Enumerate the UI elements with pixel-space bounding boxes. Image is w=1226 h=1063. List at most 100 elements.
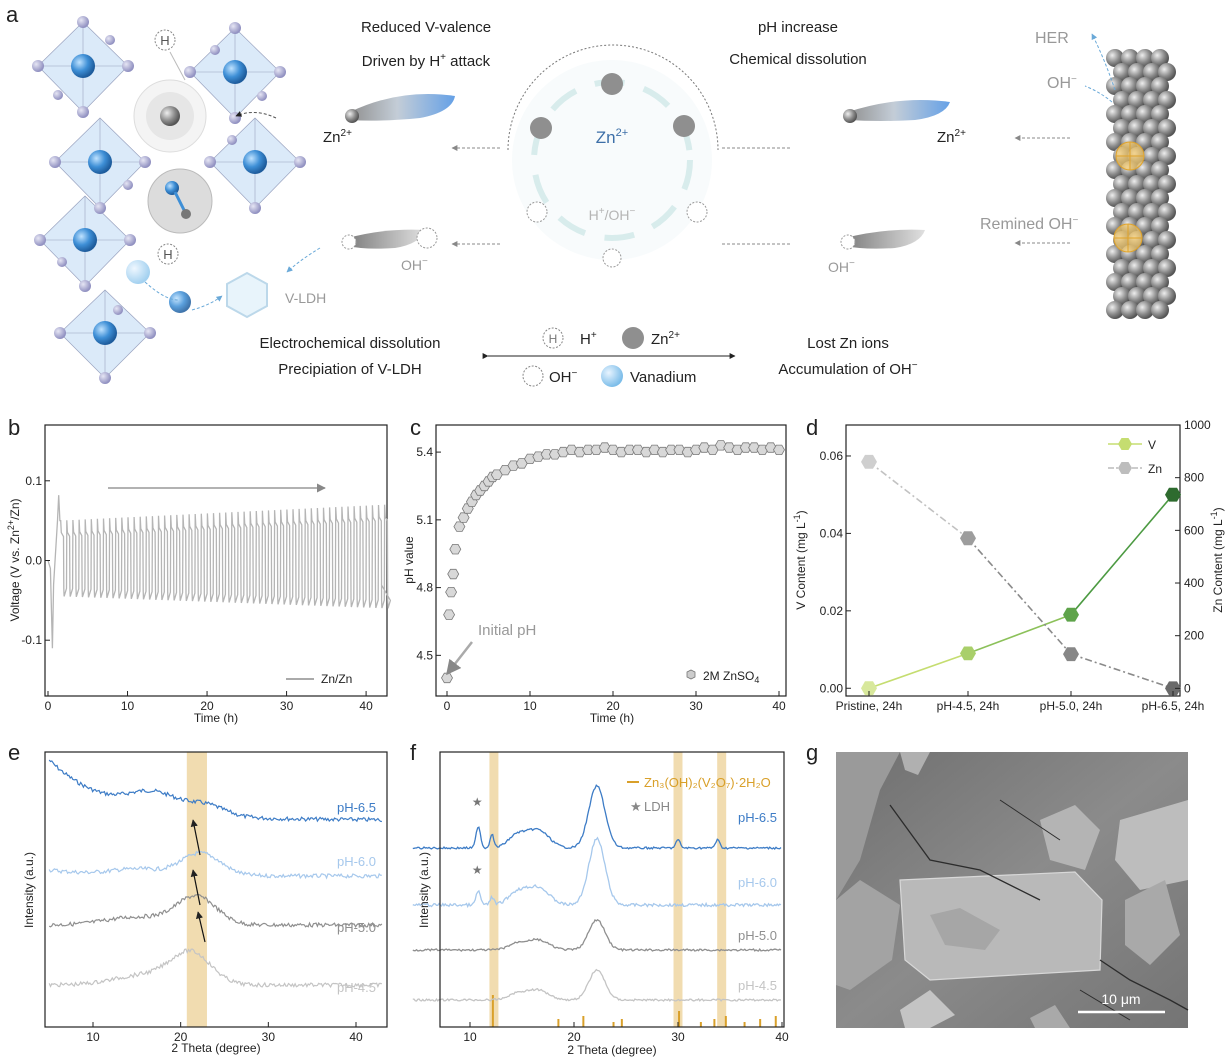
x-tick-label: 30 (671, 1030, 685, 1044)
label-reduced-v-valence: Reduced V-valence (361, 19, 491, 36)
zn-atom (1106, 273, 1124, 291)
zn-atom (1151, 189, 1169, 207)
zn-atom (1128, 287, 1146, 305)
series-pH-5.0 (412, 918, 782, 953)
legend-oh-icon (522, 365, 544, 387)
zn-streak-right: Zn2+ (843, 99, 966, 146)
legend-zn-icon (622, 327, 644, 349)
cycle-zn-label: Zn2+ (596, 127, 628, 147)
data-point (445, 587, 458, 598)
h-atom-label-2: H (163, 247, 172, 262)
panel-g-sem-image: g 10 μm (806, 740, 1189, 1028)
x-tick-label: 20 (200, 699, 214, 713)
series-label: pH-6.5 (738, 810, 777, 825)
zn-atom (1106, 189, 1124, 207)
zn-atom (1121, 77, 1139, 95)
h-atom-label: H (160, 33, 169, 48)
zn-atom (1158, 259, 1176, 277)
zn-atom (1151, 105, 1169, 123)
zn-atom (1106, 77, 1124, 95)
panel-b: b 0 10 20 30 40 -0.1 0.0 0.1 Zn/Zn Time (h) Vol… (6, 415, 392, 725)
zn-atom (1128, 91, 1146, 109)
legend-zn-label-d: Zn (1148, 462, 1162, 476)
v-ldh-label: V-LDH (285, 290, 326, 306)
series-pH-6.5 (48, 759, 382, 823)
zn-atom (1158, 231, 1176, 249)
panel-d-legend: V Zn (1108, 438, 1162, 476)
zn-atom (1113, 63, 1131, 81)
zn-atom (1143, 91, 1161, 109)
zn-atom (1158, 119, 1176, 137)
zn-atom (1151, 161, 1169, 179)
label-precipitation-vldh: Precipiation of V-LDH (278, 361, 421, 378)
v-point (861, 681, 877, 696)
legend-znso4-label: 2M ZnSO4 (703, 669, 759, 685)
series-pH-6.0 (48, 850, 382, 880)
zn-atom (1136, 105, 1154, 123)
panel-letter-d: d (806, 415, 818, 440)
series-label: pH-6.5 (337, 800, 376, 815)
v-ldh-hexagon-icon (226, 271, 268, 319)
initial-ph-arrow (446, 641, 473, 676)
oh-top-label: OH− (1047, 74, 1077, 92)
label-accumulation-oh: Accumulation of OH− (778, 360, 917, 378)
highlight-band (717, 752, 727, 1027)
zn-atom (1121, 189, 1139, 207)
zn-atom (1136, 245, 1154, 263)
zn-atom (1136, 77, 1154, 95)
legend-zn-label: Zn2+ (651, 330, 680, 348)
zn-atom (1113, 203, 1131, 221)
peak-shift-arrow (195, 911, 206, 943)
zn-atom (1113, 91, 1131, 109)
y2-tick-label: 0 (1184, 681, 1191, 695)
y2-tick-label: 200 (1184, 629, 1204, 643)
series-pH-5.0 (48, 893, 383, 929)
v-point (1063, 607, 1079, 622)
x-category-label: pH-6.5, 24h (1142, 699, 1205, 713)
zn-atom (1158, 175, 1176, 193)
v-point (1165, 487, 1181, 502)
x-tick-label: 30 (689, 699, 703, 713)
panel-letter-f: f (410, 740, 417, 765)
x-tick-label: 20 (606, 699, 620, 713)
zn-atom (1106, 301, 1124, 319)
zn-point (960, 531, 976, 546)
y2-tick-label: 1000 (1184, 418, 1211, 432)
zn-atom (1128, 63, 1146, 81)
zn-atom (1106, 49, 1124, 67)
zn-atom (1136, 273, 1154, 291)
crystal-structure-illustration: H H V-LDH (32, 16, 326, 384)
initial-ph-annotation: Initial pH (478, 622, 536, 639)
series-pH-4.5 (412, 968, 782, 1002)
legend-h-symbol: H (549, 332, 558, 346)
data-point (739, 442, 752, 453)
y-tick-label: 0.1 (25, 474, 42, 488)
panel-c: c 0 10 20 30 40 4.5 4.8 5.1 5.4 Initial pH 2M Zn… (402, 415, 787, 725)
panel-a: a (6, 2, 1176, 387)
ldh-star-marker: ★ (472, 795, 483, 809)
b-y-axis-label: Voltage (V vs. Zn2+/Zn) (6, 499, 22, 622)
y2-tick-label: 800 (1184, 471, 1204, 485)
panel-f: f pH-6.5 pH-6.0 pH-5.0 pH-4.5 ★ ★ 10 20 30 40 Zn… (410, 740, 789, 1057)
zn2-label-left: Zn2+ (323, 128, 352, 146)
x-category-label: pH-5.0, 24h (1040, 699, 1103, 713)
x-tick-label: 40 (772, 699, 786, 713)
y-tick-label: 0.00 (820, 681, 844, 695)
x-tick-label: 30 (280, 699, 294, 713)
panel-a-legend: H H+ Zn2+ OH− Vanadium (522, 327, 696, 387)
remined-oh-label: Remined OH− (980, 215, 1078, 233)
legend-h-label: H+ (580, 330, 597, 348)
zn-atom (1143, 175, 1161, 193)
zn-atom (1143, 63, 1161, 81)
panel-e: e pH-6.5 pH-6.0 pH-5.0 pH-4.5 10 20 30 40 2 Th… (8, 740, 388, 1055)
zn-atom (1151, 77, 1169, 95)
zn-atom (1151, 245, 1169, 263)
x-tick-label: 40 (349, 1030, 363, 1044)
series-pH-6.5 (412, 784, 782, 851)
panel-letter-g: g (806, 740, 818, 765)
zn-atom (1151, 301, 1169, 319)
zn-atom (1143, 259, 1161, 277)
legend-ldh-label: LDH (644, 799, 670, 814)
zn-atom (1128, 175, 1146, 193)
zn-electrode-illustration (1106, 49, 1176, 319)
